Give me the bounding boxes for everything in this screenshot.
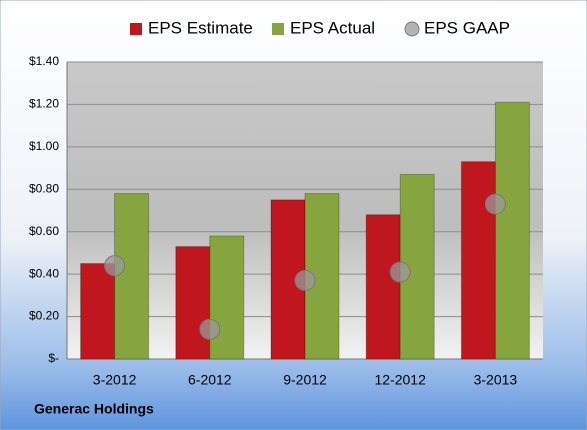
y-tick-label: $0.60 (29, 224, 59, 238)
legend-label: EPS Estimate (148, 18, 253, 37)
bar (175, 246, 211, 360)
bar (114, 193, 150, 360)
y-tick-label: $- (48, 351, 59, 365)
y-tick-label: $0.80 (29, 181, 59, 195)
y-tick-label: $1.40 (29, 54, 59, 68)
legend-marker (272, 23, 284, 35)
legend-marker (130, 23, 142, 35)
bar (494, 101, 530, 360)
point (389, 261, 411, 283)
y-tick-label: $1.00 (29, 139, 59, 153)
point (294, 270, 316, 292)
x-tick-label: 3-2013 (474, 372, 518, 388)
point (104, 255, 126, 277)
point (484, 193, 506, 215)
legend-label: EPS GAAP (424, 18, 510, 37)
bar (365, 214, 401, 360)
bar (460, 161, 496, 360)
x-tick-label: 12-2012 (375, 372, 427, 388)
legend-label: EPS Actual (290, 18, 375, 37)
point (199, 318, 221, 340)
y-tick-label: $1.20 (29, 97, 59, 111)
x-tick-label: 9-2012 (283, 372, 327, 388)
y-tick-label: $0.40 (29, 266, 59, 280)
x-tick-label: 3-2012 (93, 372, 137, 388)
bar (80, 263, 116, 360)
legend-marker (404, 21, 420, 37)
y-tick-label: $0.20 (29, 309, 59, 323)
bar (209, 235, 245, 360)
x-tick-label: 6-2012 (188, 372, 232, 388)
source: Generac Holdings (34, 401, 154, 417)
